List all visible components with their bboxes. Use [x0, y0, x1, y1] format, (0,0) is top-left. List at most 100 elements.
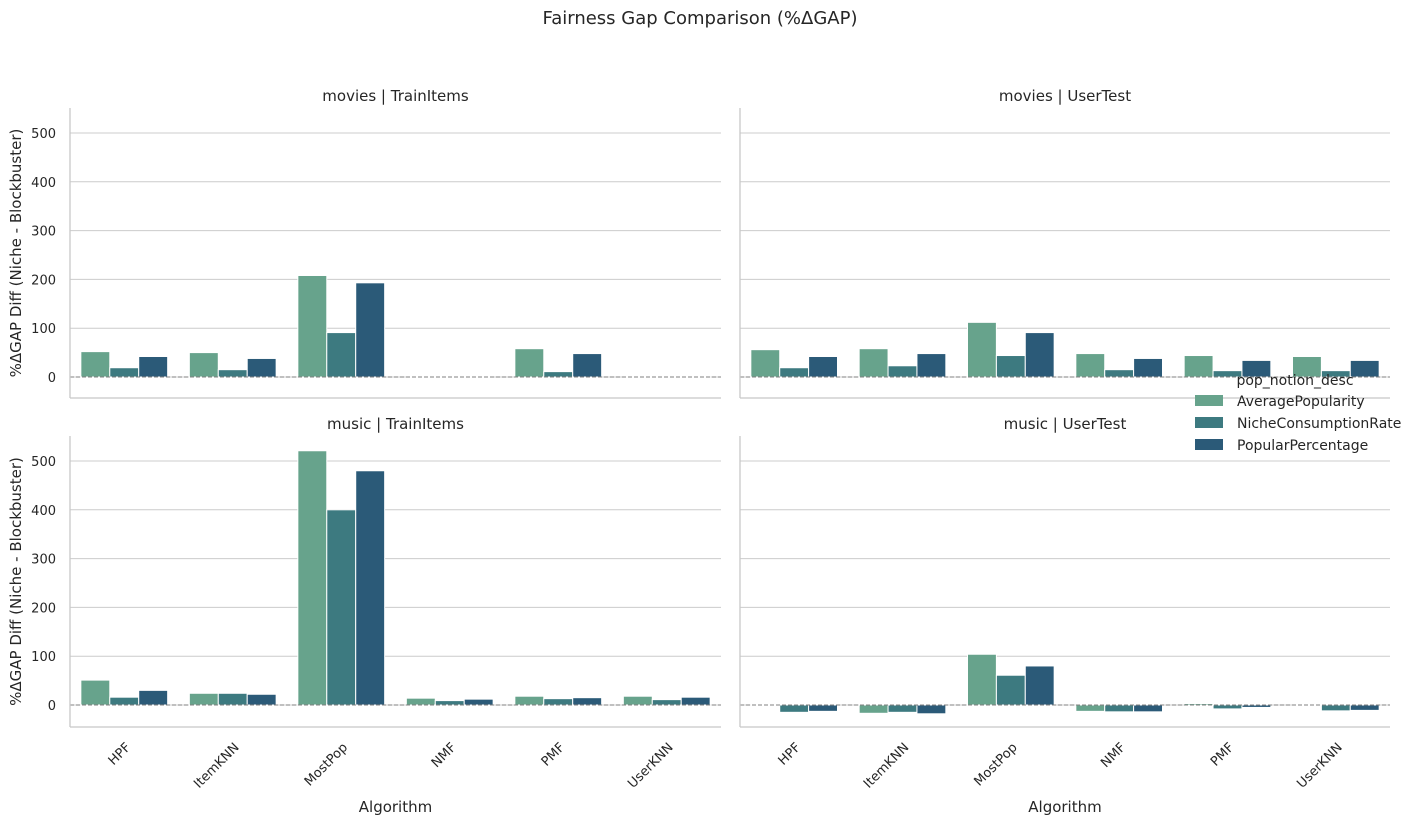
bar	[356, 471, 385, 705]
x-tick-label: MostPop	[971, 740, 1020, 789]
bar	[809, 705, 838, 711]
bar	[809, 357, 838, 377]
bar	[681, 697, 710, 705]
bar	[139, 690, 168, 705]
legend-entry-label: NicheConsumptionRate	[1237, 416, 1401, 432]
y-tick-label: 300	[31, 553, 56, 568]
bar	[435, 701, 464, 705]
legend-swatch	[1195, 417, 1223, 428]
bar	[139, 357, 168, 377]
bar	[247, 694, 276, 705]
y-tick-label: 200	[31, 273, 56, 288]
bar	[573, 698, 602, 705]
bar	[544, 699, 573, 705]
bar	[917, 354, 946, 377]
bar	[1105, 705, 1134, 712]
bar	[81, 680, 110, 705]
bar	[81, 352, 110, 377]
bar	[218, 370, 247, 377]
y-tick-label: 100	[31, 322, 56, 337]
y-tick-label: 0	[48, 699, 56, 714]
bar	[968, 322, 997, 377]
bar	[189, 353, 218, 377]
bar	[1321, 705, 1350, 711]
panel-title: music | UserTest	[1004, 415, 1127, 433]
legend-entry-label: PopularPercentage	[1237, 438, 1368, 454]
bar	[888, 705, 917, 712]
bar	[110, 368, 139, 377]
y-tick-label: 400	[31, 176, 56, 191]
bar	[544, 372, 573, 377]
bar	[968, 654, 997, 705]
x-tick-label: NMF	[1098, 740, 1129, 771]
bar	[859, 349, 888, 377]
x-tick-label: ItemKNN	[861, 740, 912, 791]
bar	[1350, 705, 1379, 710]
y-tick-label: 500	[31, 127, 56, 142]
y-tick-label: 300	[31, 225, 56, 240]
bar	[356, 283, 385, 377]
bar	[218, 693, 247, 705]
panel-title: movies | UserTest	[999, 87, 1131, 105]
bar	[1105, 370, 1134, 377]
legend-swatch	[1195, 439, 1223, 450]
bar	[623, 696, 652, 705]
bar	[298, 275, 327, 377]
bar	[1350, 360, 1379, 377]
x-axis-label: Algorithm	[1028, 798, 1101, 816]
bar	[652, 700, 681, 705]
bar	[917, 705, 946, 714]
bar	[751, 350, 780, 377]
bar	[1134, 705, 1163, 712]
bar	[327, 510, 356, 705]
panel-title: music | TrainItems	[327, 415, 464, 433]
bar	[110, 697, 139, 705]
bar	[996, 675, 1025, 705]
bar	[515, 696, 544, 705]
bar	[780, 368, 809, 377]
bar	[327, 333, 356, 377]
y-tick-label: 400	[31, 504, 56, 519]
legend-swatch	[1195, 395, 1223, 406]
bar	[247, 358, 276, 377]
x-tick-label: PMF	[1208, 740, 1237, 769]
x-tick-label: NMF	[429, 740, 460, 771]
y-tick-label: 200	[31, 601, 56, 616]
legend-entry-label: AveragePopularity	[1237, 394, 1365, 410]
bar	[888, 366, 917, 377]
bar	[1184, 356, 1213, 377]
bar	[1076, 354, 1105, 377]
bar	[780, 705, 809, 712]
x-tick-label: UserKNN	[1294, 740, 1345, 791]
y-tick-label: 500	[31, 455, 56, 470]
y-tick-label: 100	[31, 650, 56, 665]
bar	[298, 451, 327, 705]
bar	[859, 705, 888, 713]
bar	[1134, 358, 1163, 377]
y-axis-label: %ΔGAP Diff (Niche - Blockbuster)	[7, 457, 25, 706]
x-tick-label: HPF	[776, 740, 804, 768]
bar	[189, 693, 218, 705]
bar	[573, 354, 602, 377]
bar	[1025, 666, 1054, 705]
x-tick-label: PMF	[539, 740, 568, 769]
x-tick-label: MostPop	[302, 740, 351, 789]
x-tick-label: ItemKNN	[191, 740, 242, 791]
bar	[1025, 333, 1054, 377]
bar	[464, 699, 493, 705]
bar	[996, 356, 1025, 377]
bar	[1076, 705, 1105, 711]
bar	[406, 698, 435, 705]
y-axis-label: %ΔGAP Diff (Niche - Blockbuster)	[7, 129, 25, 378]
x-tick-label: HPF	[106, 740, 134, 768]
bar	[1213, 705, 1242, 709]
x-axis-label: Algorithm	[359, 798, 432, 816]
bar	[515, 349, 544, 377]
x-tick-label: UserKNN	[625, 740, 676, 791]
legend-title: pop_notion_desc	[1236, 373, 1353, 389]
panel-title: movies | TrainItems	[322, 87, 469, 105]
y-tick-label: 0	[48, 371, 56, 386]
chart-title: Fairness Gap Comparison (%ΔGAP)	[543, 8, 858, 29]
